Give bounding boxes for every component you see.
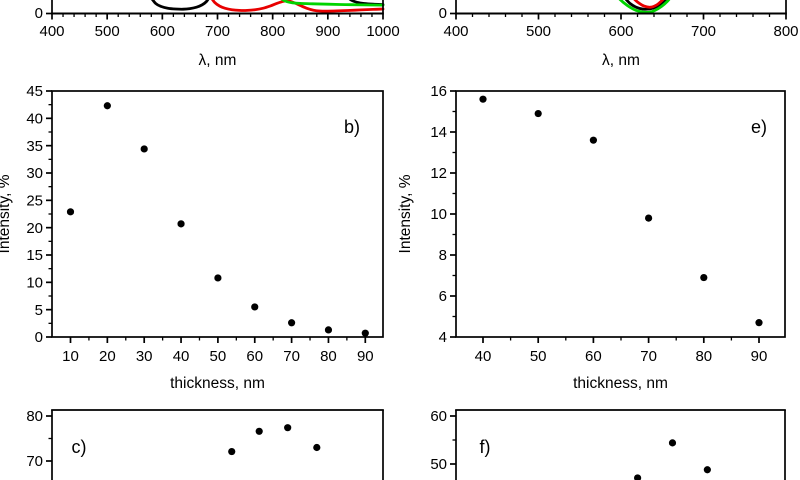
spectrum-curve-black (624, 0, 669, 11)
y-tick-label: 12 (430, 165, 447, 182)
data-point (228, 447, 236, 456)
x-axis-label: thickness, nm (573, 375, 668, 392)
y-tick-label: 15 (26, 247, 43, 264)
y-tick-label: 80 (26, 408, 43, 425)
x-tick-label: 70 (640, 348, 657, 365)
x-tick-label: 700 (691, 23, 716, 40)
x-tick-label: 40 (475, 348, 492, 365)
data-point (668, 439, 677, 447)
panel-f: 60 50 f) (430, 408, 786, 480)
x-tick-label: 80 (695, 348, 712, 365)
panel-label: f) (480, 437, 491, 457)
x-tick-label: 500 (526, 23, 551, 40)
panel-c: 80 70 c) (26, 408, 384, 480)
x-tick-label: 20 (99, 348, 116, 365)
x-tick-label: 600 (150, 23, 175, 40)
x-tick-label: 40 (173, 348, 190, 365)
plot-border (455, 90, 786, 338)
y-tick-label: 40 (26, 111, 43, 128)
panel-e: 40 50 60 70 80 90 4 6 8 10 12 14 16 e) thickness, nm In… (397, 83, 786, 392)
data-point (700, 273, 708, 282)
data-point (361, 329, 369, 337)
x-tick-label: 800 (260, 23, 285, 40)
data-point (755, 319, 763, 327)
y-axis-label: Intensity, % (397, 174, 414, 253)
y-tick-label: 10 (430, 206, 447, 223)
panel-b: 10 20 30 40 50 60 70 80 90 0 5 10 15 20 25 30 35 40 45 b) th… (0, 83, 384, 392)
data-point (66, 208, 75, 216)
y-tick-label: 60 (430, 408, 447, 425)
data-point (645, 214, 653, 222)
y-tick-label: 16 (430, 83, 447, 100)
x-tick-label: 400 (39, 23, 64, 40)
x-tick-label: 60 (246, 348, 263, 365)
x-tick-label: 800 (773, 23, 798, 40)
x-tick-label: 60 (585, 348, 602, 365)
x-tick-label: 90 (357, 348, 374, 365)
y-tick-label: 50 (430, 456, 447, 473)
data-point (703, 466, 711, 474)
spectrum-curve-black (151, 0, 210, 11)
data-point (324, 326, 333, 334)
panel-label: e) (751, 117, 767, 137)
x-tick-label: 400 (443, 23, 468, 40)
x-tick-label: 1000 (366, 23, 399, 40)
x-tick-label: 80 (320, 348, 337, 365)
x-tick-label: 90 (751, 348, 768, 365)
data-point (288, 319, 296, 327)
y-tick-label: 8 (439, 247, 447, 264)
data-point (214, 274, 222, 282)
data-point (534, 109, 542, 118)
data-point (284, 424, 292, 432)
x-tick-label: 600 (608, 23, 633, 40)
y-tick-label: 70 (26, 453, 43, 470)
y-axis-label: Intensity, % (0, 174, 13, 253)
x-axis-label: thickness, nm (170, 375, 265, 392)
y-tick-label: 14 (430, 124, 447, 141)
y-tick-label: 30 (26, 165, 43, 182)
y-tick-label: 0 (439, 5, 447, 22)
y-tick-label: 4 (439, 329, 447, 346)
data-point (634, 474, 642, 480)
y-tick-label: 10 (26, 275, 43, 292)
data-point (255, 427, 263, 435)
spectrum-curve-green (280, 0, 385, 7)
y-tick-label: 6 (439, 288, 447, 305)
y-tick-label: 5 (35, 302, 43, 319)
x-tick-label: 10 (62, 348, 79, 365)
x-tick-label: 700 (205, 23, 230, 40)
y-tick-label: 0 (35, 5, 43, 22)
data-point (251, 303, 259, 311)
data-point (177, 220, 185, 228)
data-point (589, 136, 598, 144)
spectrum-curve-red (633, 0, 665, 9)
data-point (479, 95, 487, 103)
panel-label: b) (344, 117, 360, 137)
plot-border (51, 90, 384, 338)
x-axis-label: λ, nm (602, 52, 640, 69)
x-tick-label: 500 (95, 23, 120, 40)
spectrum-curve-green (618, 0, 671, 14)
data-point (103, 102, 111, 110)
data-point (140, 145, 148, 153)
data-point (313, 443, 321, 452)
panel-label: c) (72, 437, 87, 457)
y-tick-label: 45 (26, 83, 43, 100)
y-tick-label: 0 (35, 329, 43, 346)
x-tick-label: 70 (283, 348, 300, 365)
x-tick-label: 50 (210, 348, 227, 365)
y-tick-label: 20 (26, 220, 43, 237)
x-tick-label: 30 (136, 348, 153, 365)
x-tick-label: 50 (530, 348, 547, 365)
x-axis-label: λ, nm (199, 52, 237, 69)
y-tick-label: 35 (26, 138, 43, 155)
y-tick-label: 25 (26, 193, 43, 210)
x-tick-label: 900 (315, 23, 340, 40)
